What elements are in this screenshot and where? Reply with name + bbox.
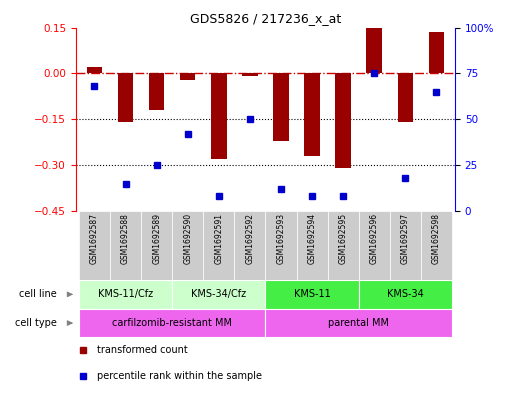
Text: GSM1692589: GSM1692589	[152, 213, 161, 264]
Text: GSM1692594: GSM1692594	[308, 213, 316, 264]
Text: GSM1692591: GSM1692591	[214, 213, 223, 264]
Bar	[304, 73, 320, 156]
Bar	[266, 211, 297, 280]
Bar	[266, 309, 452, 338]
Bar	[242, 73, 258, 77]
Title: GDS5826 / 217236_x_at: GDS5826 / 217236_x_at	[190, 12, 341, 25]
Text: cell type: cell type	[15, 318, 57, 328]
Bar	[141, 211, 172, 280]
Text: GSM1692590: GSM1692590	[183, 213, 192, 264]
Bar	[211, 73, 226, 159]
Bar	[79, 309, 266, 338]
Bar	[203, 211, 234, 280]
Bar	[180, 73, 196, 79]
Text: transformed count: transformed count	[97, 345, 187, 355]
Text: KMS-34/Cfz: KMS-34/Cfz	[191, 289, 246, 299]
Bar	[110, 211, 141, 280]
Text: GSM1692598: GSM1692598	[432, 213, 441, 264]
Bar	[87, 67, 103, 73]
Text: GSM1692597: GSM1692597	[401, 213, 410, 264]
Text: KMS-11/Cfz: KMS-11/Cfz	[98, 289, 153, 299]
Text: GSM1692588: GSM1692588	[121, 213, 130, 264]
Bar	[172, 211, 203, 280]
Bar	[297, 211, 327, 280]
Bar	[359, 211, 390, 280]
Bar	[234, 211, 266, 280]
Bar	[149, 73, 164, 110]
Text: cell line: cell line	[19, 289, 57, 299]
Bar	[397, 73, 413, 122]
Bar	[367, 28, 382, 73]
Bar	[327, 211, 359, 280]
Text: KMS-34: KMS-34	[387, 289, 424, 299]
Text: GSM1692587: GSM1692587	[90, 213, 99, 264]
Bar	[428, 32, 444, 73]
Text: carfilzomib-resistant MM: carfilzomib-resistant MM	[112, 318, 232, 328]
Text: KMS-11: KMS-11	[294, 289, 331, 299]
Bar	[79, 280, 172, 309]
Text: percentile rank within the sample: percentile rank within the sample	[97, 371, 262, 381]
Bar	[273, 73, 289, 141]
Text: parental MM: parental MM	[328, 318, 389, 328]
Text: GSM1692595: GSM1692595	[338, 213, 348, 264]
Bar	[266, 280, 359, 309]
Bar	[79, 211, 110, 280]
Bar	[335, 73, 351, 168]
Text: GSM1692592: GSM1692592	[245, 213, 254, 264]
Bar	[118, 73, 133, 122]
Bar	[172, 280, 266, 309]
Bar	[359, 280, 452, 309]
Bar	[390, 211, 421, 280]
Text: GSM1692596: GSM1692596	[370, 213, 379, 264]
Bar	[421, 211, 452, 280]
Text: GSM1692593: GSM1692593	[277, 213, 286, 264]
